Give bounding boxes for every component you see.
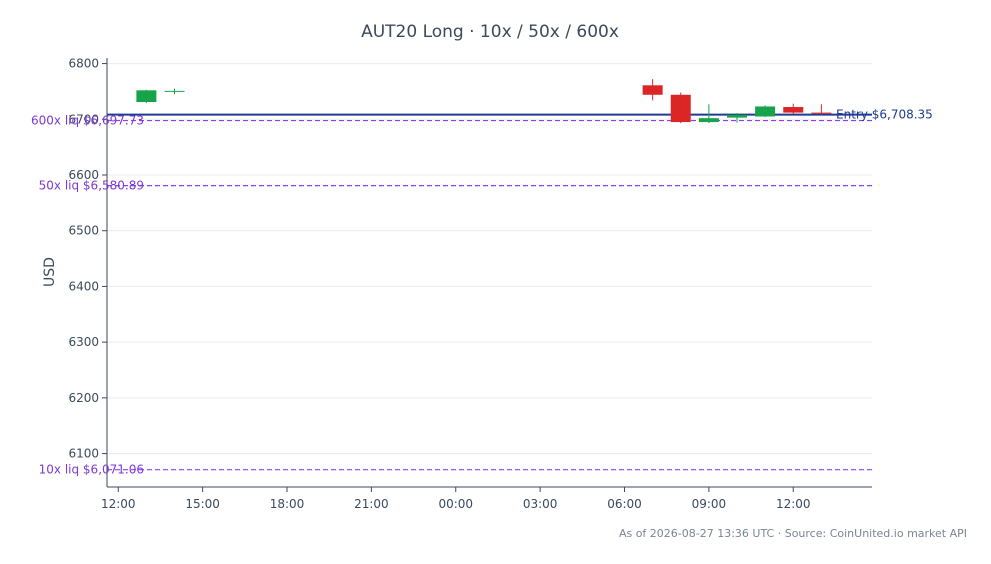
footer-note: As of 2026-08-27 13:36 UTC · Source: Coi… (619, 527, 967, 540)
level-labels: Entry $6,708.35 600x liq $6,697.73 50x liq… (31, 108, 933, 477)
grid-lines (107, 63, 872, 455)
y-axis-ticks: 6100 6200 6300 6400 6500 6600 6700 6800 (68, 57, 107, 461)
x-tick-label: 03:00 (523, 497, 558, 511)
y-tick-label: 6500 (68, 224, 99, 238)
x-tick-label: 21:00 (354, 497, 389, 511)
candle-body (670, 94, 691, 123)
candle-body (811, 112, 832, 114)
x-axis-ticks: 12:00 15:00 18:00 21:00 00:00 03:00 06:00 09:00… (101, 487, 811, 511)
x-tick-label: 09:00 (692, 497, 727, 511)
x-tick-label: 12:00 (776, 497, 811, 511)
chart-title: AUT20 Long · 10x / 50x / 600x (361, 22, 619, 42)
candle-body (727, 114, 747, 118)
liquidation-label: 600x liq $6,697.73 (31, 114, 144, 128)
y-tick-label: 6800 (68, 57, 99, 71)
y-tick-label: 6400 (68, 279, 99, 293)
candle-body (783, 107, 804, 113)
liquidation-label: 50x liq $6,580.89 (39, 179, 144, 193)
x-tick-label: 12:00 (101, 497, 136, 511)
level-lines (107, 113, 872, 471)
x-tick-label: 06:00 (607, 497, 642, 511)
y-tick-label: 6200 (68, 391, 99, 405)
candle-body (164, 90, 185, 92)
candle-body (642, 85, 663, 95)
y-tick-label: 6300 (68, 335, 99, 349)
x-tick-label: 15:00 (185, 497, 220, 511)
y-tick-label: 6100 (68, 447, 99, 461)
x-tick-label: 18:00 (270, 497, 305, 511)
liquidation-label: 10x liq $6,071.06 (39, 463, 144, 477)
y-axis-label: USD (42, 257, 58, 287)
y-tick-label: 6700 (68, 112, 99, 126)
entry-label: Entry $6,708.35 (836, 108, 933, 122)
y-tick-label: 6600 (68, 168, 99, 182)
candle-body (698, 118, 719, 123)
candles (136, 79, 832, 124)
x-tick-label: 00:00 (438, 497, 473, 511)
candle-body (755, 106, 776, 117)
candle-body (136, 90, 157, 103)
